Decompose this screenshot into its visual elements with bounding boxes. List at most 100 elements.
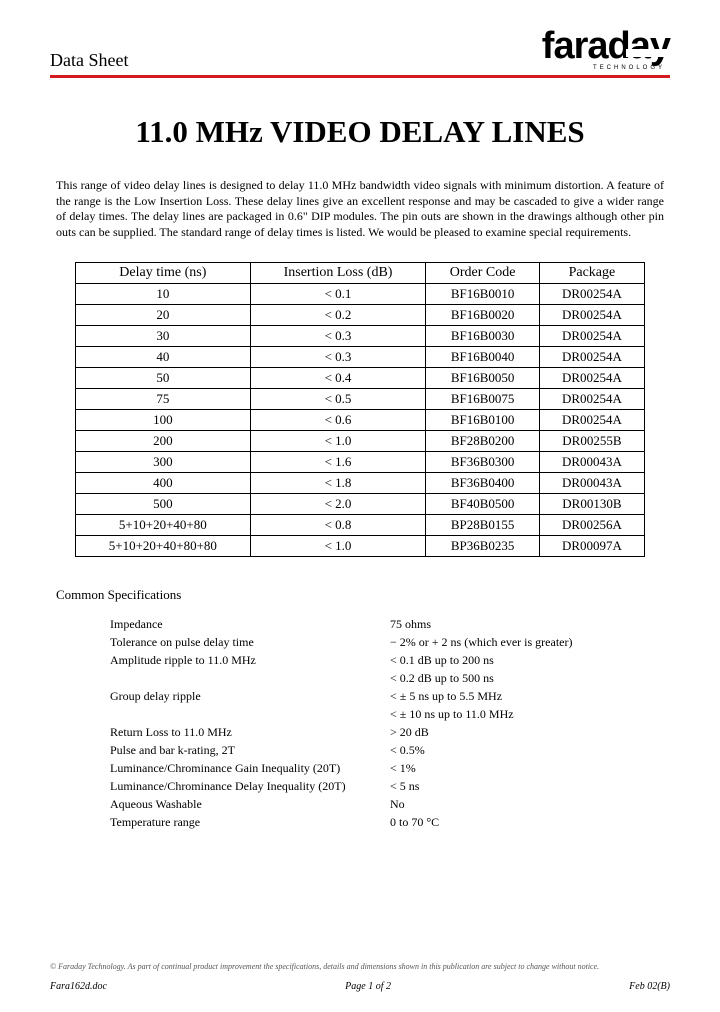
spec-row: Aqueous WashableNo <box>110 797 670 812</box>
table-row: 100< 0.6BF16B0100DR00254A <box>76 410 645 431</box>
table-cell: BP28B0155 <box>426 515 539 536</box>
table-cell: 500 <box>76 494 251 515</box>
spec-value: < 5 ns <box>390 779 670 794</box>
spec-row: Temperature range0 to 70 °C <box>110 815 670 830</box>
table-header: Package <box>539 263 644 284</box>
table-cell: 10 <box>76 284 251 305</box>
specs-list: Impedance75 ohmsTolerance on pulse delay… <box>50 617 670 830</box>
table-cell: BF16B0020 <box>426 305 539 326</box>
table-cell: 20 <box>76 305 251 326</box>
spec-label <box>110 707 390 722</box>
table-cell: 100 <box>76 410 251 431</box>
spec-label: Return Loss to 11.0 MHz <box>110 725 390 740</box>
spec-label: Luminance/Chrominance Gain Inequality (2… <box>110 761 390 776</box>
table-cell: DR00256A <box>539 515 644 536</box>
table-cell: < 1.0 <box>250 431 426 452</box>
table-cell: < 0.6 <box>250 410 426 431</box>
table-cell: < 1.6 <box>250 452 426 473</box>
footer-disclaimer: © Faraday Technology. As part of continu… <box>50 962 670 971</box>
table-cell: BF16B0050 <box>426 368 539 389</box>
table-cell: BF16B0100 <box>426 410 539 431</box>
spec-label: Group delay ripple <box>110 689 390 704</box>
table-cell: < 0.4 <box>250 368 426 389</box>
spec-value: < 1% <box>390 761 670 776</box>
table-row: 10< 0.1BF16B0010DR00254A <box>76 284 645 305</box>
spec-row: Amplitude ripple to 11.0 MHz< 0.1 dB up … <box>110 653 670 668</box>
intro-paragraph: This range of video delay lines is desig… <box>50 178 670 240</box>
table-cell: < 0.3 <box>250 347 426 368</box>
table-row: 400< 1.8BF36B0400DR00043A <box>76 473 645 494</box>
table-header: Order Code <box>426 263 539 284</box>
table-row: 30< 0.3BF16B0030DR00254A <box>76 326 645 347</box>
table-cell: DR00130B <box>539 494 644 515</box>
table-cell: 75 <box>76 389 251 410</box>
spec-value: No <box>390 797 670 812</box>
spec-label: Pulse and bar k-rating, 2T <box>110 743 390 758</box>
spec-label: Luminance/Chrominance Delay Inequality (… <box>110 779 390 794</box>
table-cell: BF36B0400 <box>426 473 539 494</box>
logo-text: faraday <box>542 30 670 62</box>
table-row: 75< 0.5BF16B0075DR00254A <box>76 389 645 410</box>
spec-value: 75 ohms <box>390 617 670 632</box>
table-cell: DR00254A <box>539 368 644 389</box>
spec-row: < ± 10 ns up to 11.0 MHz <box>110 707 670 722</box>
footer-left: Fara162d.doc <box>50 981 107 992</box>
footer-right: Feb 02(B) <box>629 981 670 992</box>
spec-label: Amplitude ripple to 11.0 MHz <box>110 653 390 668</box>
table-cell: DR00254A <box>539 389 644 410</box>
spec-label: Tolerance on pulse delay time <box>110 635 390 650</box>
spec-value: < 0.1 dB up to 200 ns <box>390 653 670 668</box>
table-row: 300< 1.6BF36B0300DR00043A <box>76 452 645 473</box>
table-cell: < 1.0 <box>250 536 426 557</box>
table-cell: BF16B0075 <box>426 389 539 410</box>
table-cell: < 2.0 <box>250 494 426 515</box>
spec-label <box>110 671 390 686</box>
header: Data Sheet faraday TECHNOLOGY <box>50 30 670 71</box>
table-cell: BF16B0030 <box>426 326 539 347</box>
table-row: 500< 2.0BF40B0500DR00130B <box>76 494 645 515</box>
table-cell: DR00043A <box>539 473 644 494</box>
table-row: 5+10+20+40+80+80< 1.0BP36B0235DR00097A <box>76 536 645 557</box>
table-header: Insertion Loss (dB) <box>250 263 426 284</box>
table-cell: 300 <box>76 452 251 473</box>
table-cell: DR00254A <box>539 347 644 368</box>
spec-label: Aqueous Washable <box>110 797 390 812</box>
spec-row: Pulse and bar k-rating, 2T< 0.5% <box>110 743 670 758</box>
footer: © Faraday Technology. As part of continu… <box>50 962 670 992</box>
table-cell: 5+10+20+40+80+80 <box>76 536 251 557</box>
table-cell: 400 <box>76 473 251 494</box>
table-cell: BP36B0235 <box>426 536 539 557</box>
table-cell: < 0.8 <box>250 515 426 536</box>
table-cell: 40 <box>76 347 251 368</box>
table-cell: < 0.1 <box>250 284 426 305</box>
spec-value: > 20 dB <box>390 725 670 740</box>
page-title: 11.0 MHz VIDEO DELAY LINES <box>50 114 670 150</box>
brand-logo: faraday TECHNOLOGY <box>542 30 670 71</box>
table-cell: DR00255B <box>539 431 644 452</box>
table-cell: 30 <box>76 326 251 347</box>
header-divider <box>50 75 670 78</box>
spec-value: < 0.2 dB up to 500 ns <box>390 671 670 686</box>
spec-row: Luminance/Chrominance Delay Inequality (… <box>110 779 670 794</box>
table-cell: < 0.2 <box>250 305 426 326</box>
table-row: 5+10+20+40+80< 0.8BP28B0155DR00256A <box>76 515 645 536</box>
spec-row: < 0.2 dB up to 500 ns <box>110 671 670 686</box>
spec-value: < ± 5 ns up to 5.5 MHz <box>390 689 670 704</box>
table-cell: BF40B0500 <box>426 494 539 515</box>
table-cell: DR00043A <box>539 452 644 473</box>
table-cell: DR00254A <box>539 410 644 431</box>
spec-value: 0 to 70 °C <box>390 815 670 830</box>
table-cell: DR00254A <box>539 305 644 326</box>
table-cell: DR00254A <box>539 326 644 347</box>
spec-label: Impedance <box>110 617 390 632</box>
spec-row: Group delay ripple< ± 5 ns up to 5.5 MHz <box>110 689 670 704</box>
table-cell: < 1.8 <box>250 473 426 494</box>
table-cell: DR00254A <box>539 284 644 305</box>
table-row: 50< 0.4BF16B0050DR00254A <box>76 368 645 389</box>
table-cell: < 0.5 <box>250 389 426 410</box>
table-cell: DR00097A <box>539 536 644 557</box>
logo-cut <box>626 49 670 57</box>
table-row: 40< 0.3BF16B0040DR00254A <box>76 347 645 368</box>
table-cell: 5+10+20+40+80 <box>76 515 251 536</box>
spec-row: Tolerance on pulse delay time− 2% or + 2… <box>110 635 670 650</box>
